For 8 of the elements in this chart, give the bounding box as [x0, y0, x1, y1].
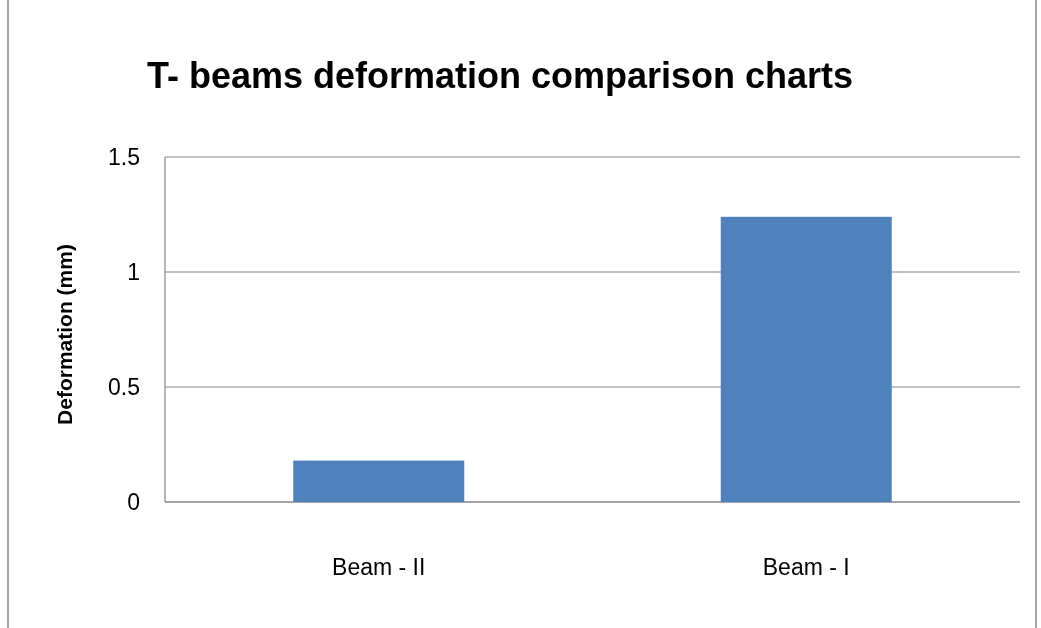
- y-tick-label: 0: [127, 489, 140, 515]
- y-axis-title: Deformation (mm): [53, 244, 76, 425]
- chart-title: T- beams deformation comparison charts: [146, 55, 854, 96]
- x-tick-label: Beam - II: [332, 554, 426, 580]
- y-tick-label: 1.5: [108, 144, 140, 170]
- x-tick-label: Beam - I: [762, 554, 850, 580]
- y-tick-label: 1: [127, 259, 140, 285]
- y-tick-label: 0.5: [108, 374, 140, 400]
